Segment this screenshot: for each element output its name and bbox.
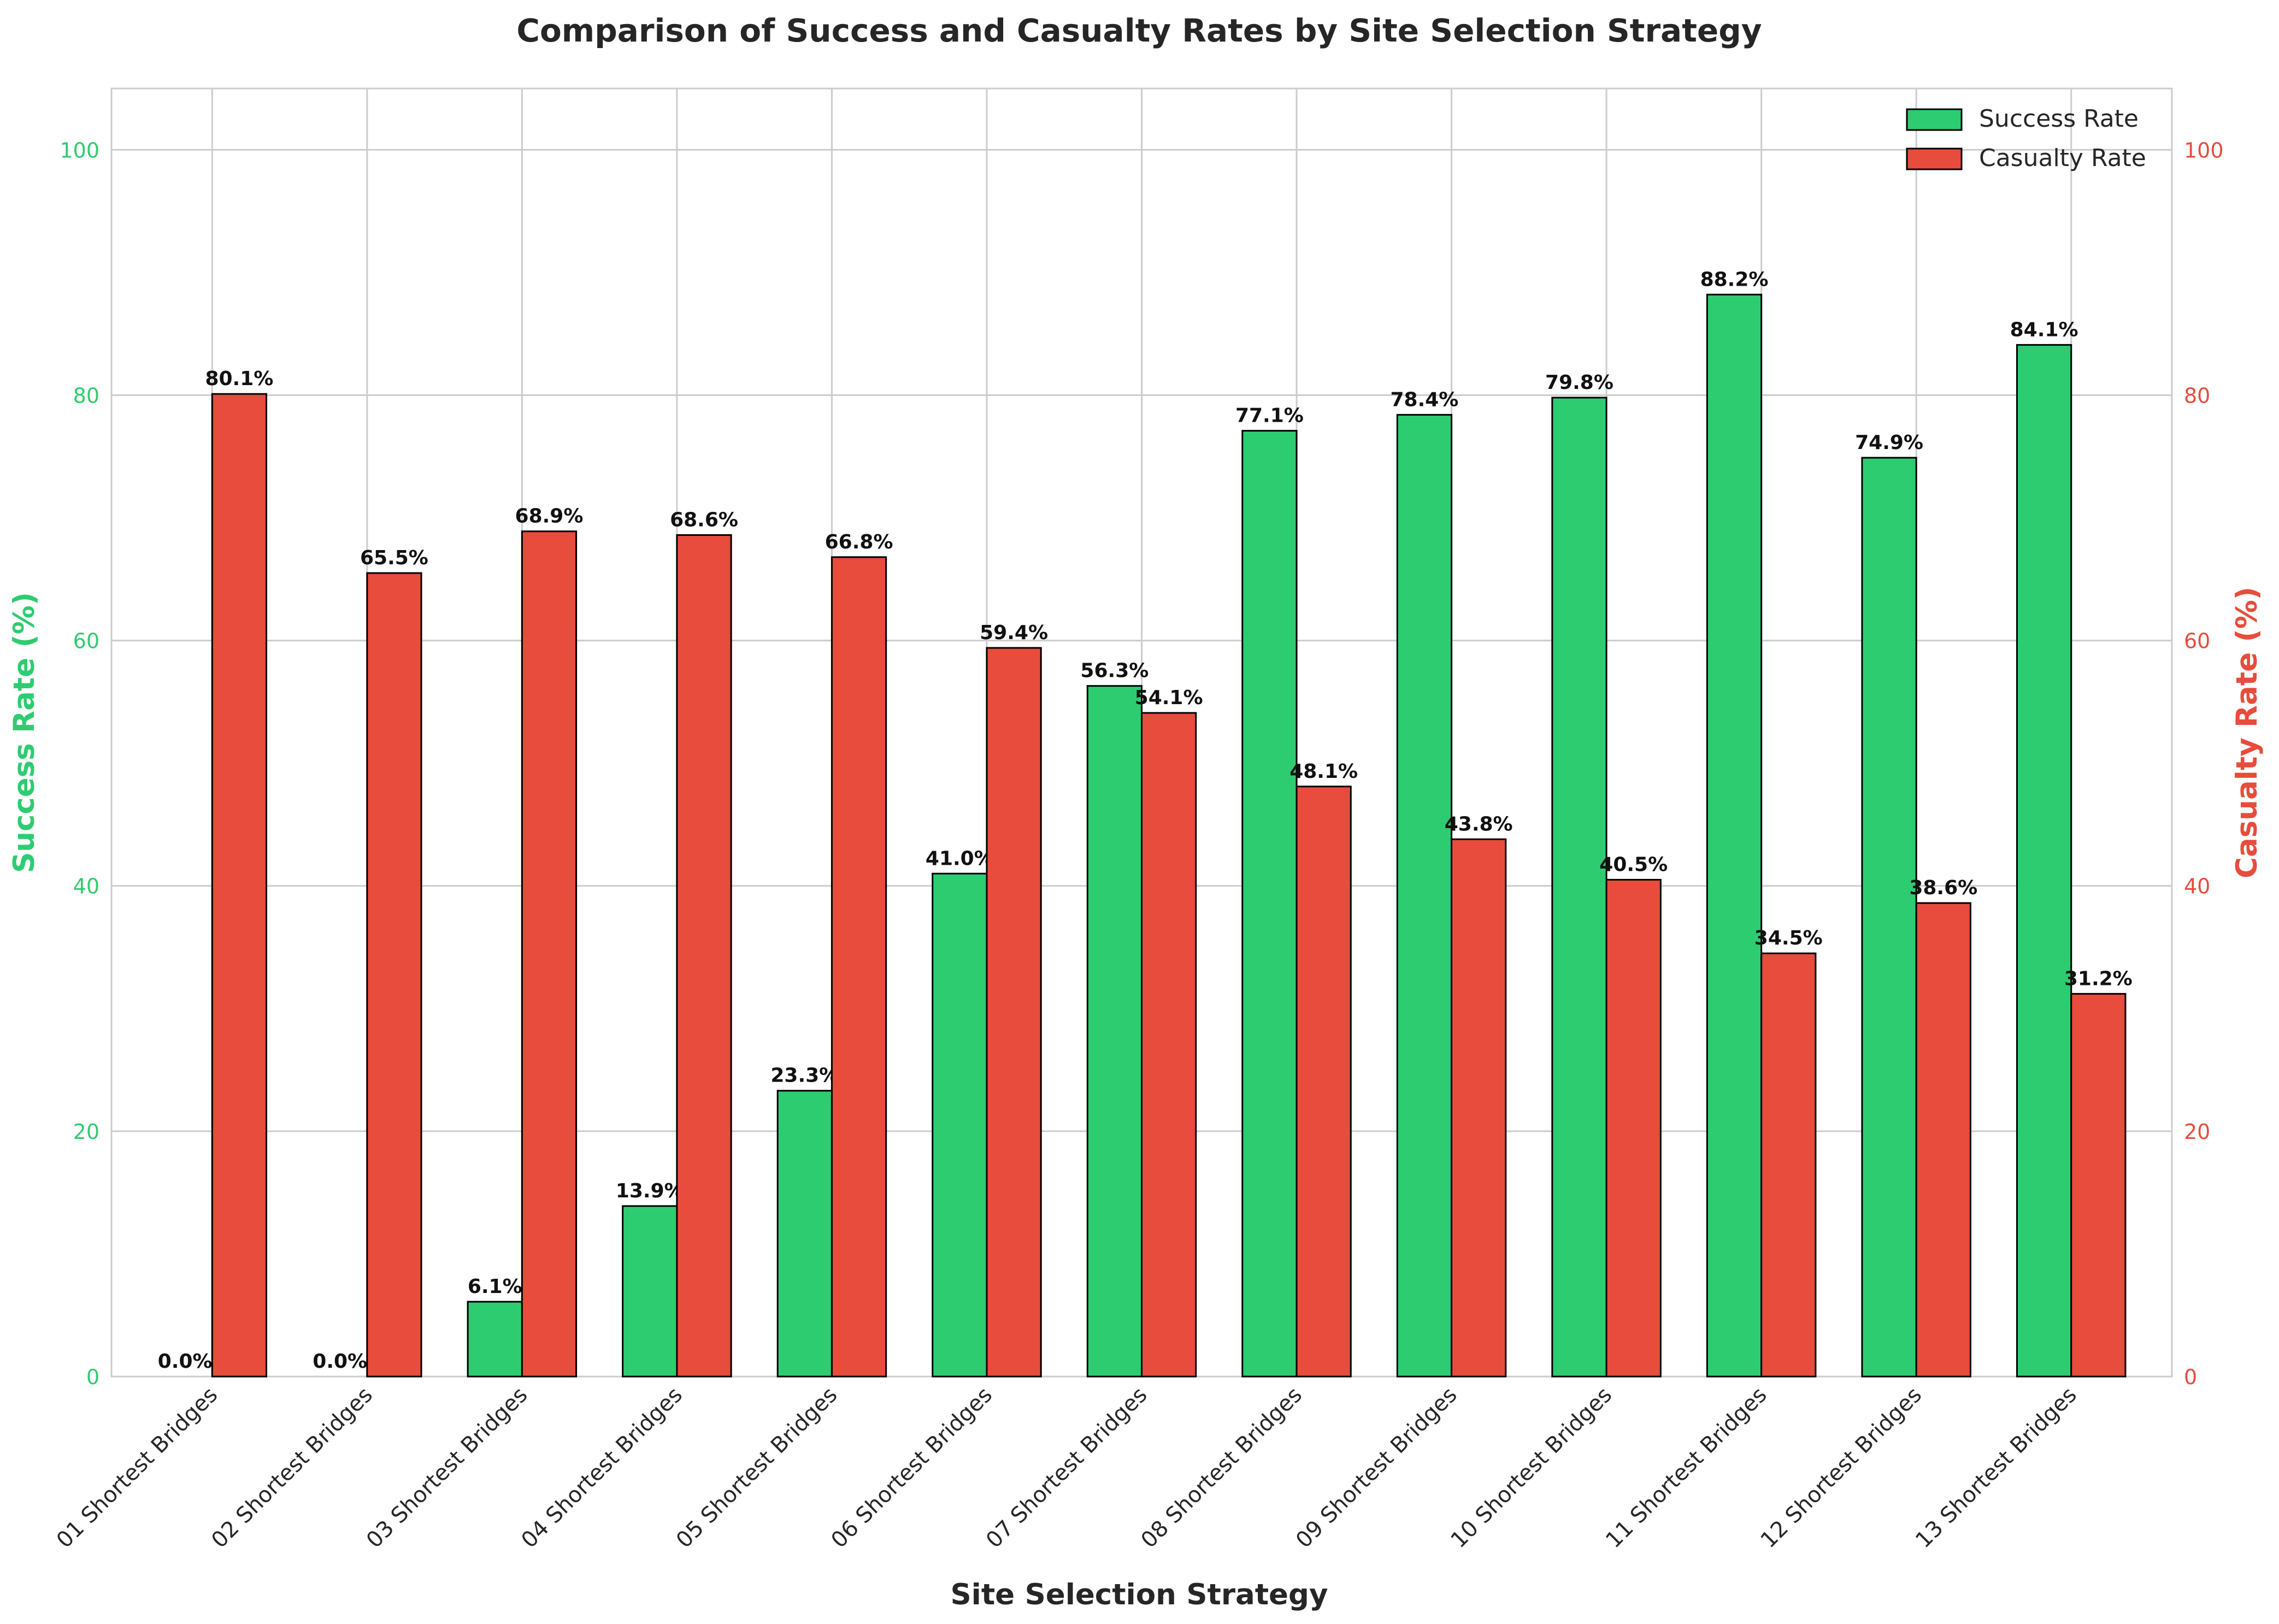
success-rate-value-label: 6.1% bbox=[468, 1275, 522, 1298]
y-tick-label-left: 100 bbox=[60, 138, 99, 162]
legend: Success Rate Casualty Rate bbox=[1906, 105, 2146, 172]
x-tick-label: 07 Shortest Bridges bbox=[981, 1383, 1152, 1554]
x-tick-label: 11 Shortest Bridges bbox=[1601, 1383, 1772, 1554]
casualty-rate-bar bbox=[1451, 838, 1507, 1378]
x-tick-label: 04 Shortest Bridges bbox=[516, 1383, 687, 1554]
casualty-rate-bar bbox=[831, 556, 887, 1378]
casualty-rate-bar bbox=[1605, 878, 1662, 1378]
x-tick-label: 09 Shortest Bridges bbox=[1291, 1383, 1462, 1554]
casualty-rate-value-label: 40.5% bbox=[1599, 853, 1668, 876]
y-axis-label-left: Success Rate (%) bbox=[8, 592, 41, 873]
y-tick-label-right: 20 bbox=[2184, 1120, 2210, 1144]
casualty-rate-bar bbox=[986, 647, 1042, 1378]
legend-swatch-casualty bbox=[1906, 147, 1963, 170]
legend-swatch-success bbox=[1906, 108, 1963, 131]
success-rate-bar bbox=[622, 1205, 678, 1378]
casualty-rate-value-label: 59.4% bbox=[980, 622, 1048, 644]
success-rate-value-label: 74.9% bbox=[1855, 432, 1923, 454]
x-axis-label: Site Selection Strategy bbox=[951, 1578, 1328, 1611]
success-rate-value-label: 56.3% bbox=[1080, 660, 1149, 682]
y-tick-label-right: 80 bbox=[2184, 383, 2210, 408]
success-rate-bar bbox=[1396, 414, 1453, 1378]
chart-title: Comparison of Success and Casualty Rates… bbox=[516, 12, 1762, 49]
x-tick-label: 03 Shortest Bridges bbox=[362, 1383, 533, 1554]
casualty-rate-bar bbox=[1295, 786, 1352, 1378]
success-rate-value-label: 79.8% bbox=[1545, 371, 1613, 394]
plot-area: 0 0 20 20 40 40 60 60 80 80 100 100 0.0% 0.0% 6.1% 13.9… bbox=[52, 87, 2224, 1554]
y-tick-label-left: 80 bbox=[73, 383, 99, 408]
success-rate-bar bbox=[1706, 293, 1763, 1378]
success-rate-value-label: 0.0% bbox=[158, 1350, 213, 1373]
casualty-rate-value-label: 65.5% bbox=[360, 547, 428, 569]
casualty-rate-bar bbox=[521, 530, 578, 1378]
success-rate-value-label: 0.0% bbox=[313, 1350, 367, 1373]
x-tick-label: 05 Shortest Bridges bbox=[672, 1383, 843, 1554]
success-rate-value-label: 88.2% bbox=[1700, 268, 1769, 291]
y-tick-label-right: 100 bbox=[2184, 138, 2224, 162]
y-axis-label-right: Casualty Rate (%) bbox=[2230, 587, 2264, 878]
success-rate-value-label: 41.0% bbox=[926, 847, 994, 870]
success-rate-bar bbox=[1861, 457, 1917, 1378]
success-rate-value-label: 13.9% bbox=[616, 1180, 684, 1202]
x-tick-label: 08 Shortest Bridges bbox=[1136, 1383, 1308, 1554]
casualty-rate-value-label: 68.6% bbox=[670, 509, 738, 531]
success-rate-value-label: 23.3% bbox=[770, 1065, 839, 1087]
success-rate-bar bbox=[1086, 685, 1143, 1378]
x-tick-label: 06 Shortest Bridges bbox=[826, 1383, 997, 1554]
y-tick-label-left: 40 bbox=[73, 875, 99, 899]
x-tick-label: 12 Shortest Bridges bbox=[1756, 1383, 1927, 1554]
y-tick-label-right: 40 bbox=[2184, 875, 2210, 899]
success-rate-bar bbox=[1241, 430, 1298, 1378]
y-tick-label-left: 20 bbox=[73, 1120, 99, 1144]
casualty-rate-bar bbox=[366, 572, 422, 1378]
casualty-rate-value-label: 66.8% bbox=[825, 531, 893, 553]
x-tick-label: 13 Shortest Bridges bbox=[1911, 1383, 2082, 1554]
casualty-rate-value-label: 34.5% bbox=[1754, 927, 1823, 949]
success-rate-value-label: 84.1% bbox=[2010, 318, 2078, 341]
casualty-rate-bar bbox=[2070, 993, 2127, 1378]
casualty-rate-value-label: 43.8% bbox=[1445, 813, 1513, 835]
y-tick-label-left: 60 bbox=[73, 629, 99, 653]
casualty-rate-bar bbox=[1915, 902, 1971, 1378]
casualty-rate-value-label: 31.2% bbox=[2064, 967, 2133, 990]
casualty-rate-value-label: 68.9% bbox=[515, 505, 584, 528]
y-tick-label-right: 60 bbox=[2184, 629, 2210, 653]
success-rate-bar bbox=[1551, 397, 1607, 1378]
casualty-rate-bar bbox=[676, 534, 732, 1378]
success-rate-value-label: 77.1% bbox=[1235, 405, 1304, 427]
x-tick-label: 01 Shortest Bridges bbox=[52, 1383, 223, 1554]
success-rate-bar bbox=[2016, 344, 2072, 1378]
y-tick-label-right: 0 bbox=[2184, 1365, 2197, 1389]
success-rate-bar bbox=[467, 1301, 523, 1378]
casualty-rate-value-label: 54.1% bbox=[1135, 687, 1203, 709]
y-tick-label-left: 0 bbox=[86, 1365, 99, 1389]
success-rate-bar bbox=[776, 1090, 833, 1378]
casualty-rate-value-label: 38.6% bbox=[1909, 877, 1977, 899]
x-tick-label: 10 Shortest Bridges bbox=[1446, 1383, 1617, 1554]
casualty-rate-bar bbox=[1760, 952, 1817, 1378]
success-rate-bar bbox=[932, 872, 988, 1378]
success-rate-value-label: 78.4% bbox=[1390, 388, 1458, 411]
x-tick-label: 02 Shortest Bridges bbox=[207, 1383, 378, 1554]
casualty-rate-bar bbox=[211, 393, 268, 1378]
casualty-rate-value-label: 80.1% bbox=[205, 368, 273, 390]
legend-label-success: Success Rate bbox=[1979, 105, 2139, 133]
casualty-rate-bar bbox=[1141, 712, 1197, 1378]
legend-label-casualty: Casualty Rate bbox=[1979, 144, 2146, 172]
casualty-rate-value-label: 48.1% bbox=[1289, 760, 1358, 783]
